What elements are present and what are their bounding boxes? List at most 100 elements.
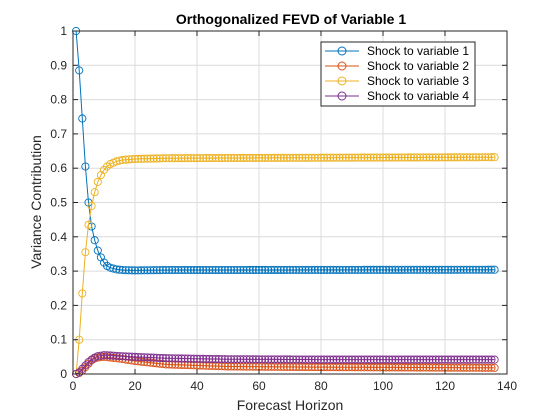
data-point — [81, 162, 90, 171]
data-point — [394, 363, 403, 372]
legend-item: Shock to variable 1 — [325, 44, 469, 58]
data-point — [264, 265, 273, 275]
data-point — [270, 265, 279, 275]
data-point — [161, 154, 171, 163]
data-point — [292, 153, 301, 162]
data-point — [137, 154, 146, 163]
data-point — [459, 355, 468, 364]
data-point — [254, 355, 264, 364]
data-point — [149, 154, 158, 163]
data-point — [444, 153, 453, 162]
legend-item: Shock to variable 3 — [325, 74, 469, 88]
data-point — [450, 355, 459, 364]
data-point — [177, 360, 186, 369]
data-point — [431, 153, 440, 162]
data-point — [199, 354, 208, 363]
data-point — [468, 265, 477, 274]
y-tick-label: 1 — [60, 24, 67, 38]
data-point — [143, 353, 152, 362]
data-point — [360, 153, 369, 162]
data-point — [468, 153, 477, 162]
data-point — [419, 363, 428, 372]
data-point — [121, 352, 130, 361]
data-point — [478, 153, 487, 162]
data-point — [304, 153, 313, 162]
data-point — [428, 153, 437, 162]
data-point — [475, 153, 484, 162]
series-line — [75, 30, 495, 271]
data-point — [242, 153, 251, 163]
data-point — [223, 355, 233, 364]
data-point — [211, 265, 220, 275]
data-point — [313, 153, 322, 162]
data-point — [214, 154, 223, 163]
y-tick-label: 0.2 — [50, 298, 67, 312]
data-point — [382, 355, 391, 364]
data-point — [258, 355, 267, 364]
data-point — [112, 157, 121, 166]
data-point — [403, 265, 412, 274]
data-point — [236, 265, 245, 275]
data-point — [440, 355, 450, 364]
data-point — [366, 153, 375, 162]
data-point — [475, 265, 484, 274]
data-point — [323, 153, 332, 162]
data-point — [382, 363, 391, 372]
data-point — [347, 363, 357, 372]
data-point — [96, 351, 105, 360]
data-point — [357, 363, 366, 372]
data-point — [416, 265, 425, 274]
data-point — [375, 153, 384, 162]
data-point — [323, 265, 332, 274]
series-line — [75, 156, 495, 375]
data-point — [394, 265, 403, 274]
data-point — [453, 153, 462, 162]
data-point — [388, 153, 397, 162]
data-point — [403, 363, 412, 372]
data-point — [199, 265, 208, 275]
data-point — [453, 355, 462, 364]
data-point — [115, 265, 124, 274]
data-point — [388, 265, 397, 274]
data-point — [115, 352, 124, 361]
data-point — [127, 352, 136, 361]
data-point — [93, 177, 102, 186]
data-point — [109, 264, 118, 273]
data-point — [227, 265, 236, 275]
x-axis-label: Forecast Horizon — [237, 397, 344, 413]
data-point — [363, 355, 372, 364]
data-point — [363, 265, 372, 274]
data-point — [242, 265, 251, 275]
data-point — [341, 153, 350, 162]
data-point — [388, 355, 397, 364]
data-point — [298, 153, 307, 162]
x-tick-label: 0 — [70, 379, 77, 393]
data-point — [406, 153, 415, 162]
data-point — [177, 154, 186, 163]
data-point — [378, 355, 388, 364]
series-line — [75, 356, 495, 375]
data-point — [130, 154, 140, 163]
data-point — [437, 265, 446, 274]
data-point — [369, 265, 378, 274]
legend-item: Shock to variable 2 — [325, 59, 469, 73]
data-point — [447, 265, 456, 274]
data-point — [165, 354, 174, 363]
series-layer — [72, 26, 499, 379]
data-point — [329, 265, 338, 274]
data-point — [465, 363, 474, 372]
data-point — [366, 363, 375, 372]
data-point — [245, 355, 254, 364]
data-point — [168, 154, 177, 163]
data-point — [447, 355, 456, 364]
data-point — [369, 363, 378, 372]
data-point — [354, 153, 363, 162]
data-point — [304, 355, 313, 364]
data-point — [127, 155, 136, 164]
data-point — [301, 265, 310, 274]
data-point — [90, 188, 99, 197]
x-tick-label: 120 — [435, 379, 455, 393]
data-point — [447, 363, 456, 372]
data-point — [459, 363, 468, 372]
x-tick-label: 60 — [252, 379, 266, 393]
